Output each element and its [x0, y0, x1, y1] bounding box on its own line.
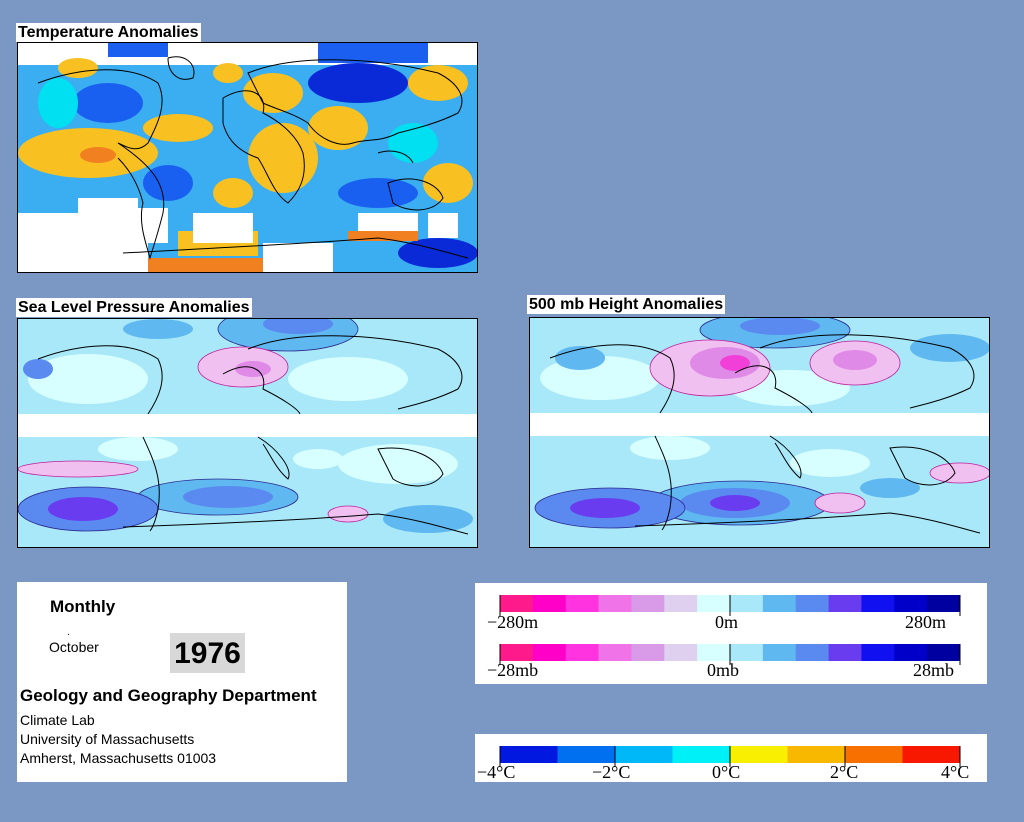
color-bar-segment [861, 595, 895, 612]
color-bar-segment [828, 595, 862, 612]
color-bar-segment [730, 595, 764, 612]
color-bar-segment [500, 595, 534, 612]
color-bar-segment [845, 746, 903, 763]
color-bar-segment [795, 595, 830, 612]
color-bar-segment [664, 595, 698, 612]
color-bar-segment [664, 644, 698, 661]
temperature-title: Temperature Anomalies [16, 23, 201, 42]
temperature-color-bar [499, 746, 961, 767]
color-bar-segment [894, 595, 928, 612]
lab-name: Climate Lab [20, 712, 95, 728]
slp-anomaly-map [17, 318, 478, 548]
temp-tick-label: 4°C [941, 762, 969, 782]
color-bar-segment [532, 644, 567, 661]
color-bar-segment [828, 644, 862, 661]
temp-tick-label: −4°C [477, 762, 515, 782]
month-label: October [49, 639, 99, 655]
color-bar-segment [557, 746, 616, 763]
color-bar-segment [615, 746, 673, 763]
color-bar-segment [762, 595, 797, 612]
pressure-min-label: −28mb [487, 660, 538, 680]
color-bar-segment [795, 644, 830, 661]
color-bar-segment [565, 595, 600, 612]
slp-title: Sea Level Pressure Anomalies [16, 298, 252, 317]
temperature-anomaly-map [17, 42, 478, 273]
color-bar-segment [762, 644, 797, 661]
pressure-mid-label: 0mb [707, 660, 739, 680]
color-bar-segment [902, 746, 961, 763]
color-bar-segment [598, 595, 632, 612]
temp-tick-label: 2°C [830, 762, 858, 782]
color-bar-segment [598, 644, 632, 661]
color-bar-segment [730, 644, 764, 661]
university-name: University of Massachusetts [20, 731, 195, 747]
color-bar-segment [565, 644, 600, 661]
color-bar-segment [631, 595, 665, 612]
temperature-legend: −4°C −2°C 0°C 2°C 4°C [475, 734, 987, 782]
year-display: 1976 [170, 633, 245, 673]
color-bar-segment [787, 746, 846, 763]
height-pressure-legend: −280m 0m 280m −28mb 0mb 28mb [475, 583, 987, 684]
color-bar-segment [500, 746, 558, 763]
pressure-max-label: 28mb [913, 660, 954, 680]
pressure-color-bar [499, 644, 961, 665]
period-heading: Monthly [50, 597, 116, 616]
height-min-label: −280m [487, 612, 538, 632]
color-bar-segment [894, 644, 928, 661]
color-bar-segment [730, 746, 788, 763]
color-bar-segment [927, 595, 961, 612]
height-mid-label: 0m [715, 612, 738, 632]
height-max-label: 280m [905, 612, 946, 632]
temp-tick-label: −2°C [592, 762, 630, 782]
color-bar-segment [631, 644, 665, 661]
color-bar-segment [861, 644, 895, 661]
address-line: Amherst, Massachusetts 01003 [20, 750, 217, 766]
color-bar-segment [697, 595, 731, 612]
temp-tick-label: 0°C [712, 762, 740, 782]
color-bar-segment [532, 595, 567, 612]
color-bar-segment [697, 644, 731, 661]
height-title: 500 mb Height Anomalies [527, 295, 726, 314]
color-bar-segment [500, 644, 534, 661]
height-color-bar [499, 595, 961, 616]
department-name: Geology and Geography Department [20, 686, 317, 705]
info-panel: Monthly . October 1976 Geology and Geogr… [17, 582, 347, 782]
height-anomaly-map [529, 317, 990, 548]
dot-marker: . [67, 627, 70, 638]
color-bar-segment [672, 746, 731, 763]
color-bar-segment [927, 644, 961, 661]
